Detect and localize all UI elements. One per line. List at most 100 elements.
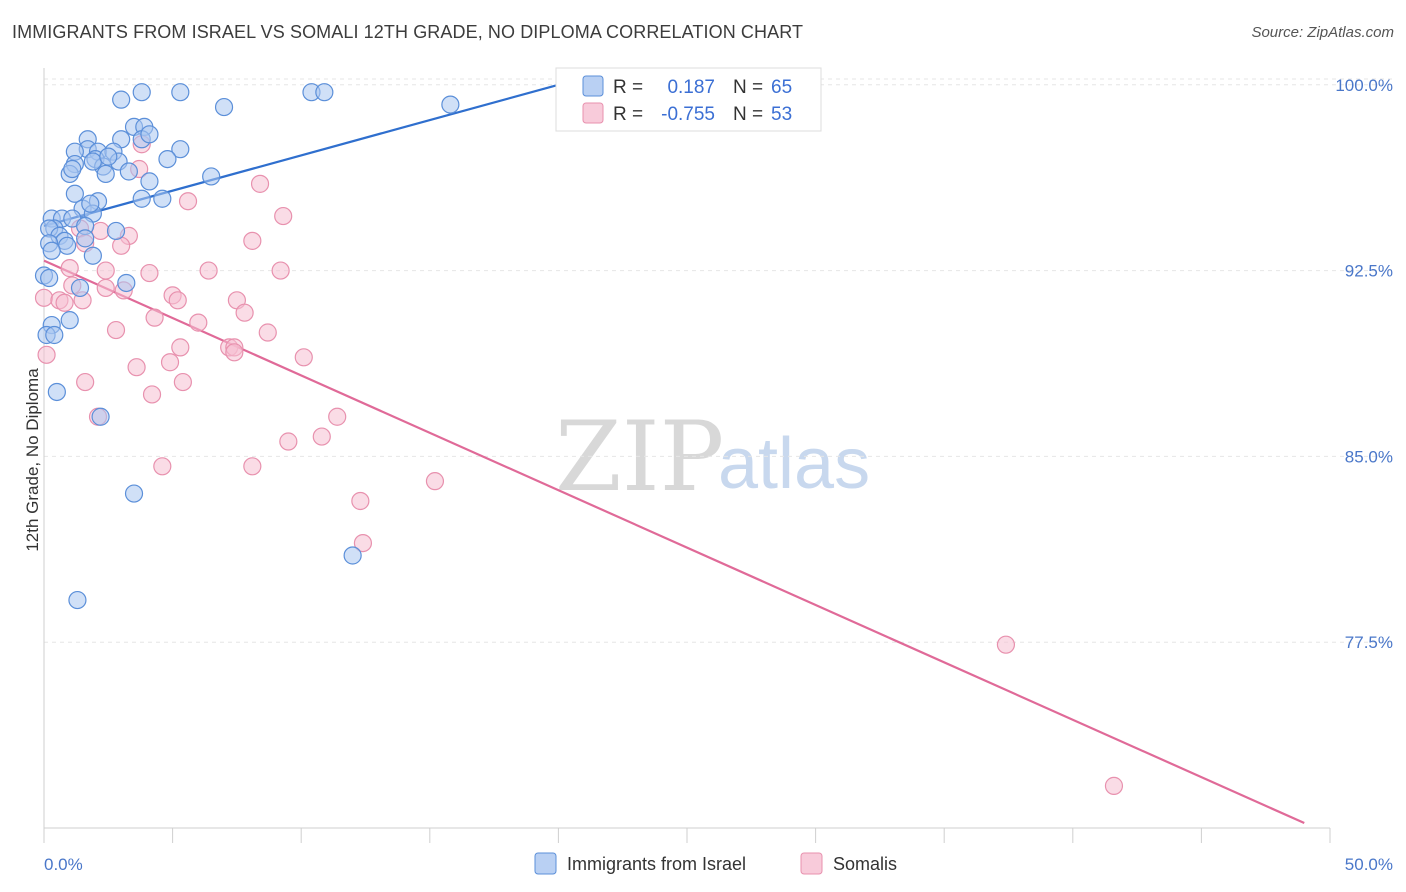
israel-point (91, 407, 110, 426)
somali-point (91, 221, 110, 241)
israel-point (42, 241, 61, 260)
israel-point (140, 172, 159, 191)
somali-point (76, 372, 95, 392)
israel-point (83, 246, 102, 265)
israel-point (117, 273, 136, 293)
somali-point (160, 353, 180, 372)
legend-swatch-israel (582, 75, 604, 97)
israel-point (65, 184, 84, 203)
israel-point (47, 382, 66, 402)
source-label: Source: ZipAtlas.com (1251, 24, 1394, 41)
bottom-legend-label-somali: Somalis (833, 854, 897, 874)
somali-point (312, 427, 331, 446)
somali-point (145, 308, 164, 327)
legend-r-value-israel: 0.187 (667, 77, 715, 98)
bottom-legend-swatch-somali (800, 852, 823, 875)
somali-point (235, 303, 254, 322)
israel-point (106, 221, 126, 241)
somali-point (171, 338, 190, 357)
israel-point (171, 83, 190, 102)
somali-point (37, 345, 56, 364)
somali-point (142, 385, 162, 404)
chart-title: IMMIGRANTS FROM ISRAEL VS SOMALI 12TH GR… (12, 22, 804, 42)
israel-point (132, 189, 151, 208)
axes (43, 68, 1331, 843)
legend-r-label-somali: R = (613, 104, 643, 125)
y-axis-label: 12th Grade, No Diploma (23, 368, 42, 552)
somali-point (178, 192, 198, 211)
x-tick-label-max: 50.0% (1345, 855, 1393, 874)
somali-point (127, 358, 146, 377)
israel-point (214, 97, 234, 117)
israel-point (119, 162, 138, 181)
israel-point (83, 152, 102, 171)
israel-point (171, 140, 190, 159)
somali-point (153, 457, 172, 476)
somali-point (250, 174, 270, 193)
somali-point (243, 457, 262, 476)
israel-point (140, 125, 159, 144)
somali-point (189, 313, 208, 332)
israel-point (63, 159, 82, 179)
y-tick-label: 77.5% (1345, 633, 1393, 652)
watermark-atlas: atlas (718, 424, 870, 504)
correlation-legend: R = 0.187 N = 65 R = -0.755 N = 53 (555, 67, 822, 132)
somali-point (271, 261, 290, 280)
israel-point (81, 194, 100, 213)
somali-point (1104, 776, 1124, 795)
somali-point (274, 206, 293, 226)
somali-point (168, 291, 187, 310)
somali-point (996, 635, 1016, 654)
israel-point (68, 590, 87, 610)
trend-lines (43, 83, 1305, 825)
y-tick-label: 100.0% (1335, 76, 1393, 95)
somali-point (425, 472, 445, 491)
israel-points (34, 83, 460, 610)
somali-point (328, 407, 347, 426)
somali-point (279, 432, 298, 451)
israel-point (158, 149, 177, 169)
somali-point (34, 288, 54, 307)
israel-point (58, 236, 77, 255)
watermark-zip: ZIP (555, 401, 724, 513)
somali-point (351, 491, 370, 511)
israel-point (99, 147, 118, 166)
israel-point (315, 83, 334, 102)
legend-r-label-israel: R = (613, 77, 643, 98)
somali-point (243, 231, 262, 250)
somali-point (294, 348, 313, 367)
legend-n-label-somali: N = (733, 104, 763, 125)
legend-n-value-somali: 53 (771, 104, 792, 125)
legend-swatch-somali (582, 102, 604, 124)
israel-point (40, 268, 59, 288)
israel-point (124, 484, 144, 503)
israel-point (60, 311, 79, 330)
somali-point (258, 323, 277, 342)
y-tick-label: 92.5% (1345, 262, 1393, 281)
israel-point (441, 95, 460, 114)
somali-point (199, 261, 218, 280)
israel-trend-line (43, 83, 559, 228)
somali-point (96, 278, 115, 298)
x-tick-label-min: 0.0% (44, 855, 83, 874)
y-tick-label: 85.0% (1345, 447, 1393, 466)
legend-r-value-somali: -0.755 (661, 104, 715, 125)
somali-point (55, 293, 74, 312)
somali-point (225, 343, 244, 362)
legend-n-label-israel: N = (733, 77, 763, 98)
somali-point (140, 263, 159, 283)
israel-point (45, 325, 64, 345)
israel-point (112, 90, 131, 109)
series-legend: Immigrants from Israel Somalis (534, 852, 897, 875)
somali-point (96, 261, 115, 280)
israel-point (153, 189, 172, 208)
israel-point (96, 164, 115, 184)
israel-point (343, 546, 362, 565)
somali-point (353, 533, 373, 553)
israel-point (132, 83, 151, 102)
israel-point (202, 167, 221, 186)
bottom-legend-label-israel: Immigrants from Israel (567, 854, 746, 874)
y-axis-tick-labels: 77.5% 85.0% 92.5% 100.0% (1335, 76, 1393, 652)
somali-point (106, 320, 126, 340)
